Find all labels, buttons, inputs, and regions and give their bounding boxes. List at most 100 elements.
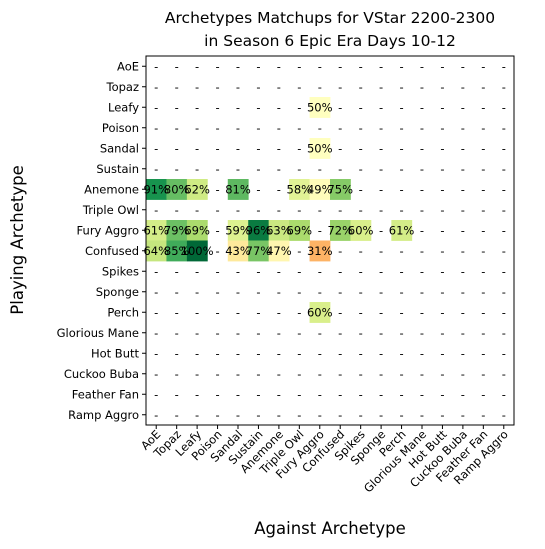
heatmap-cell-empty-label: - <box>481 203 485 217</box>
heatmap-cell-empty-label: - <box>502 59 506 73</box>
heatmap-cell-empty-label: - <box>318 162 322 176</box>
heatmap-cell-empty-label: - <box>236 326 240 340</box>
heatmap-cell-empty-label: - <box>154 59 158 73</box>
heatmap-cell-empty-label: - <box>256 59 260 73</box>
heatmap-cell-empty-label: - <box>461 141 465 155</box>
heatmap-cell <box>309 97 331 118</box>
heatmap-cell-empty-label: - <box>461 59 465 73</box>
heatmap-cell <box>268 240 290 262</box>
heatmap-cell <box>391 220 413 241</box>
heatmap-cell-empty-label: - <box>236 141 240 155</box>
heatmap-cell-empty-label: - <box>236 80 240 94</box>
heatmap-cell-empty-label: - <box>154 100 158 114</box>
heatmap-cell-empty-label: - <box>399 244 403 258</box>
heatmap-cell-empty-label: - <box>195 346 199 360</box>
heatmap-cell-empty-label: - <box>277 387 281 401</box>
heatmap-cell-empty-label: - <box>256 141 260 155</box>
heatmap-cell-empty-label: - <box>297 387 301 401</box>
heatmap-cell-empty-label: - <box>481 244 485 258</box>
heatmap-cell-empty-label: - <box>195 121 199 135</box>
heatmap-cell-empty-label: - <box>359 367 363 381</box>
heatmap-cell-empty-label: - <box>195 59 199 73</box>
y-tick-label: Confused <box>85 244 139 258</box>
heatmap-cell-label: 80% <box>164 182 190 196</box>
heatmap-cell-empty-label: - <box>502 203 506 217</box>
heatmap-cell <box>248 240 270 262</box>
heatmap-cell-empty-label: - <box>256 367 260 381</box>
heatmap-cell-empty-label: - <box>338 162 342 176</box>
heatmap-cell-empty-label: - <box>154 264 158 278</box>
heatmap-cell <box>309 138 331 159</box>
y-tick-label: Feather Fan <box>72 387 139 401</box>
heatmap-cell-empty-label: - <box>297 203 301 217</box>
heatmap-cell-empty-label: - <box>440 387 444 401</box>
heatmap-cell-empty-label: - <box>154 346 158 360</box>
heatmap-cell-empty-label: - <box>440 346 444 360</box>
heatmap-cell-label: 50% <box>307 100 333 114</box>
heatmap-cell-empty-label: - <box>338 80 342 94</box>
heatmap-cell-empty-label: - <box>236 367 240 381</box>
heatmap-cell-empty-label: - <box>195 203 199 217</box>
heatmap-cell-empty-label: - <box>175 100 179 114</box>
heatmap-cell <box>227 179 249 200</box>
heatmap-cell-label: 72% <box>327 223 353 237</box>
y-tick-label: Sponge <box>96 285 139 299</box>
heatmap-cell-label: 62% <box>184 182 210 196</box>
heatmap-cell-empty-label: - <box>318 223 322 237</box>
heatmap-cell-label: 58% <box>287 182 313 196</box>
heatmap-cell-empty-label: - <box>440 244 444 258</box>
heatmap-cell-empty-label: - <box>256 346 260 360</box>
heatmap-cell <box>146 179 167 200</box>
heatmap-cell-empty-label: - <box>420 285 424 299</box>
heatmap-cell-label: 69% <box>184 223 210 237</box>
heatmap-cell-empty-label: - <box>379 387 383 401</box>
heatmap-cell-label: 49% <box>307 182 333 196</box>
heatmap-cell-empty-label: - <box>440 80 444 94</box>
heatmap-cell-empty-label: - <box>318 59 322 73</box>
heatmap-cell-empty-label: - <box>297 59 301 73</box>
heatmap-cell-empty-label: - <box>379 285 383 299</box>
heatmap-cell-empty-label: - <box>359 141 363 155</box>
heatmap-cell-empty-label: - <box>297 244 301 258</box>
heatmap-cell <box>289 220 310 241</box>
heatmap-cell-empty-label: - <box>338 285 342 299</box>
heatmap-cell-empty-label: - <box>277 182 281 196</box>
heatmap-cell-empty-label: - <box>440 203 444 217</box>
heatmap-cell-empty-label: - <box>359 182 363 196</box>
heatmap-cell-empty-label: - <box>379 141 383 155</box>
heatmap-cell-empty-label: - <box>461 346 465 360</box>
heatmap-cell-empty-label: - <box>399 162 403 176</box>
heatmap-cell-empty-label: - <box>215 203 219 217</box>
heatmap-cell-empty-label: - <box>440 182 444 196</box>
heatmap-cell-empty-label: - <box>481 326 485 340</box>
heatmap-cell-empty-label: - <box>399 203 403 217</box>
heatmap-cell-label: 77% <box>246 244 272 258</box>
heatmap-cell-empty-label: - <box>215 408 219 422</box>
heatmap-cell-empty-label: - <box>481 80 485 94</box>
heatmap-cell <box>309 179 331 200</box>
heatmap-cell-empty-label: - <box>215 244 219 258</box>
heatmap-cell-empty-label: - <box>461 223 465 237</box>
heatmap-cell-empty-label: - <box>256 162 260 176</box>
heatmap-cell-empty-label: - <box>297 367 301 381</box>
y-tick-label: Ramp Aggro <box>68 408 139 422</box>
heatmap-cell <box>146 220 167 241</box>
heatmap-cell-label: 64% <box>143 244 169 258</box>
heatmap-cell-empty-label: - <box>175 346 179 360</box>
heatmap-cell-empty-label: - <box>440 100 444 114</box>
heatmap-cell-empty-label: - <box>481 367 485 381</box>
heatmap-cell-empty-label: - <box>338 346 342 360</box>
heatmap-cell-empty-label: - <box>175 121 179 135</box>
y-tick-label: Spikes <box>102 264 139 278</box>
heatmap-cell-empty-label: - <box>154 305 158 319</box>
heatmap-cell-empty-label: - <box>154 121 158 135</box>
y-tick-label: Fury Aggro <box>77 223 139 237</box>
heatmap-cell-empty-label: - <box>318 346 322 360</box>
heatmap-cell-empty-label: - <box>461 367 465 381</box>
heatmap-cell-empty-label: - <box>154 141 158 155</box>
heatmap-cell-empty-label: - <box>420 305 424 319</box>
heatmap-cell-empty-label: - <box>461 326 465 340</box>
heatmap-cell-empty-label: - <box>502 100 506 114</box>
heatmap-cell-empty-label: - <box>502 223 506 237</box>
